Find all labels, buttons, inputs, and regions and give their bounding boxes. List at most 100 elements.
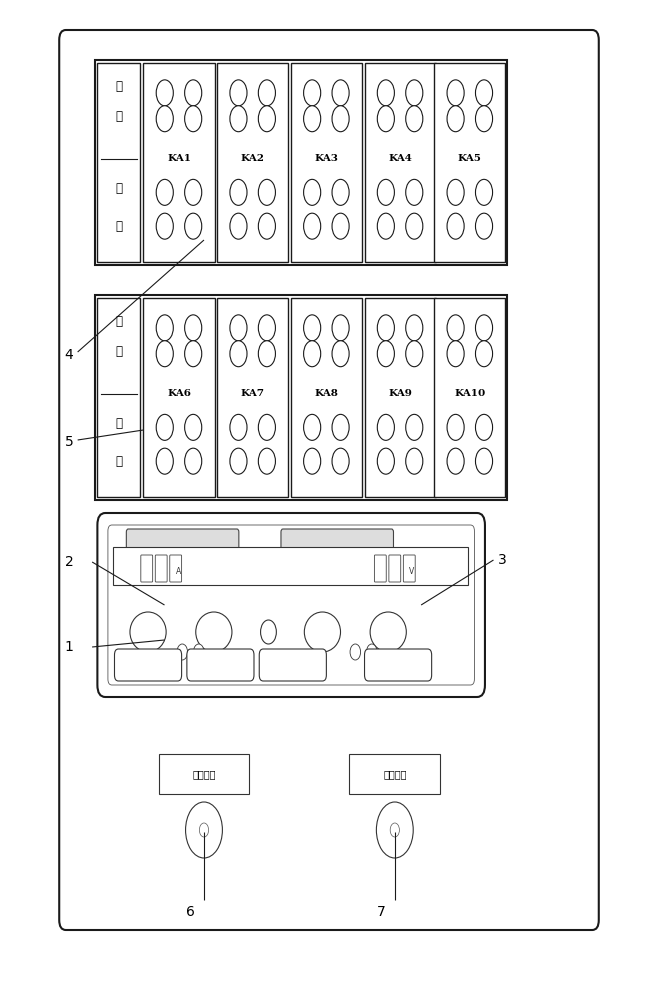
Circle shape: [259, 448, 276, 474]
FancyBboxPatch shape: [126, 529, 239, 551]
Circle shape: [376, 802, 413, 858]
FancyBboxPatch shape: [365, 649, 432, 681]
Bar: [97, 298, 140, 497]
Ellipse shape: [370, 612, 406, 652]
Circle shape: [156, 213, 173, 239]
Circle shape: [447, 179, 464, 205]
Circle shape: [185, 414, 202, 440]
Circle shape: [476, 414, 493, 440]
FancyBboxPatch shape: [281, 529, 393, 551]
Circle shape: [377, 106, 394, 132]
Bar: [291, 298, 362, 497]
Circle shape: [259, 106, 276, 132]
Bar: [95, 295, 507, 500]
Text: 常: 常: [115, 182, 122, 195]
Circle shape: [447, 106, 464, 132]
Circle shape: [303, 448, 320, 474]
Text: 常: 常: [115, 417, 122, 430]
Text: 5: 5: [64, 435, 74, 449]
Text: 3: 3: [497, 553, 507, 567]
Text: KA6: KA6: [167, 389, 191, 398]
Bar: [434, 298, 505, 497]
Circle shape: [259, 315, 276, 341]
FancyBboxPatch shape: [97, 513, 485, 697]
Text: KA3: KA3: [315, 154, 338, 163]
Circle shape: [447, 448, 464, 474]
Circle shape: [332, 448, 349, 474]
Circle shape: [230, 448, 247, 474]
Circle shape: [185, 80, 202, 106]
Circle shape: [367, 644, 377, 660]
FancyBboxPatch shape: [187, 649, 254, 681]
Circle shape: [261, 620, 276, 644]
Circle shape: [406, 179, 423, 205]
Ellipse shape: [196, 612, 232, 652]
Circle shape: [185, 315, 202, 341]
Text: KA5: KA5: [458, 154, 482, 163]
Text: 开: 开: [115, 110, 122, 123]
Circle shape: [230, 341, 247, 367]
Text: KA4: KA4: [388, 154, 412, 163]
Circle shape: [332, 213, 349, 239]
Bar: [291, 63, 362, 262]
Text: 1: 1: [64, 640, 74, 654]
Circle shape: [259, 80, 276, 106]
FancyBboxPatch shape: [170, 555, 182, 582]
Circle shape: [185, 341, 202, 367]
Circle shape: [303, 106, 320, 132]
Text: 闭: 闭: [115, 220, 122, 233]
Bar: [113, 547, 468, 585]
Circle shape: [230, 213, 247, 239]
Circle shape: [406, 106, 423, 132]
Circle shape: [230, 106, 247, 132]
Text: 开: 开: [115, 345, 122, 358]
Bar: [143, 298, 215, 497]
Circle shape: [185, 213, 202, 239]
Circle shape: [156, 80, 173, 106]
Circle shape: [199, 823, 209, 837]
Circle shape: [476, 448, 493, 474]
Circle shape: [447, 213, 464, 239]
Text: 常: 常: [115, 80, 122, 93]
Circle shape: [230, 179, 247, 205]
Bar: [95, 60, 507, 265]
FancyBboxPatch shape: [349, 754, 440, 794]
Circle shape: [303, 315, 320, 341]
Text: 常: 常: [115, 315, 122, 328]
Circle shape: [230, 414, 247, 440]
Circle shape: [406, 80, 423, 106]
Circle shape: [350, 644, 361, 660]
Circle shape: [303, 341, 320, 367]
Circle shape: [303, 179, 320, 205]
Text: KA9: KA9: [388, 389, 412, 398]
Circle shape: [193, 644, 204, 660]
Text: 闭: 闭: [115, 455, 122, 468]
Circle shape: [259, 213, 276, 239]
Circle shape: [390, 823, 399, 837]
Circle shape: [377, 179, 394, 205]
Bar: [365, 63, 436, 262]
Circle shape: [377, 341, 394, 367]
FancyBboxPatch shape: [389, 555, 401, 582]
Circle shape: [447, 414, 464, 440]
Text: KA1: KA1: [167, 154, 191, 163]
Text: KA8: KA8: [315, 389, 338, 398]
Text: 6: 6: [186, 905, 195, 919]
Circle shape: [177, 644, 188, 660]
Circle shape: [303, 80, 320, 106]
FancyBboxPatch shape: [59, 30, 599, 930]
Circle shape: [476, 80, 493, 106]
Text: 4: 4: [64, 348, 74, 362]
Circle shape: [476, 341, 493, 367]
Circle shape: [447, 341, 464, 367]
Text: KA7: KA7: [241, 389, 265, 398]
Circle shape: [447, 80, 464, 106]
Circle shape: [156, 341, 173, 367]
Bar: [217, 63, 288, 262]
Circle shape: [156, 414, 173, 440]
FancyBboxPatch shape: [114, 649, 182, 681]
Circle shape: [332, 106, 349, 132]
Circle shape: [303, 213, 320, 239]
Circle shape: [406, 315, 423, 341]
Circle shape: [476, 179, 493, 205]
